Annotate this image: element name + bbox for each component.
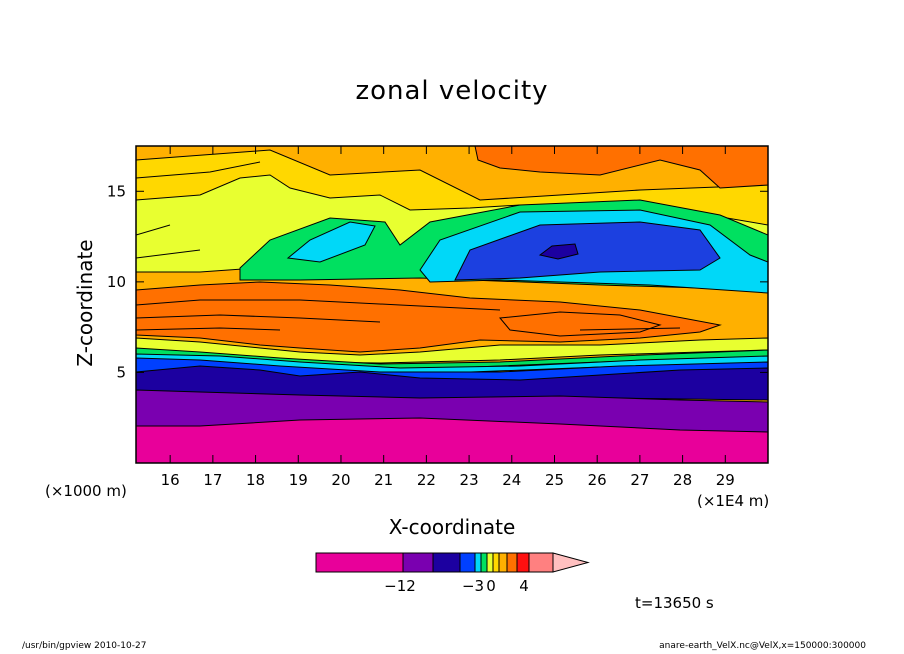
colorbar-segment bbox=[474, 552, 482, 573]
y-axis-unit: (×1000 m) bbox=[45, 482, 127, 500]
colorbar-tick-label: −12 bbox=[384, 577, 416, 595]
colorbar-segment bbox=[498, 552, 508, 573]
colorbar-segment bbox=[315, 552, 404, 573]
colorbar-segment bbox=[516, 552, 530, 573]
colorbar-segment bbox=[459, 552, 476, 573]
colorbar-arrow bbox=[552, 552, 590, 573]
x-tick-label: 16 bbox=[161, 471, 180, 489]
x-tick-label: 20 bbox=[331, 471, 350, 489]
x-tick-label: 28 bbox=[673, 471, 692, 489]
x-tick-label: 26 bbox=[588, 471, 607, 489]
colorbar-tick-label: −3 bbox=[462, 577, 484, 595]
chart-title: zonal velocity bbox=[355, 76, 549, 106]
colorbar-segment bbox=[492, 552, 500, 573]
colorbar-tick-label: 0 bbox=[486, 577, 496, 595]
colorbar-segment bbox=[528, 552, 554, 573]
region-cyan-patch bbox=[286, 221, 376, 263]
x-axis-unit: (×1E4 m) bbox=[697, 492, 770, 510]
region-darkblue-core bbox=[538, 243, 579, 260]
colorbar-segment bbox=[432, 552, 461, 573]
y-tick-label: 5 bbox=[116, 363, 126, 381]
colorbar-segment bbox=[486, 552, 494, 573]
colorbar-segment bbox=[402, 552, 434, 573]
region-magenta bbox=[136, 417, 768, 463]
y-ticks: 5 10 15 bbox=[107, 182, 768, 381]
contour-field bbox=[136, 146, 768, 463]
x-tick-label: 23 bbox=[460, 471, 479, 489]
x-tick-label: 21 bbox=[374, 471, 393, 489]
x-tick-label: 22 bbox=[417, 471, 436, 489]
x-tick-label: 24 bbox=[502, 471, 521, 489]
x-ticks: 16 17 18 19 20 21 22 23 24 25 26 27 28 29 bbox=[161, 146, 735, 489]
contour-lines bbox=[136, 161, 681, 331]
footer-program: /usr/bin/gpview 2010-10-27 bbox=[22, 641, 147, 651]
x-tick-label: 18 bbox=[246, 471, 265, 489]
footer-source: anare-earth_VelX.nc@VelX,x=150000:300000 bbox=[659, 641, 866, 651]
x-tick-label: 25 bbox=[545, 471, 564, 489]
time-label: t=13650 s bbox=[635, 594, 714, 612]
colorbar-segment bbox=[506, 552, 518, 573]
region-blue-core bbox=[454, 221, 721, 281]
x-axis-label: X-coordinate bbox=[388, 515, 516, 539]
x-tick-label: 27 bbox=[630, 471, 649, 489]
x-tick-label: 19 bbox=[289, 471, 308, 489]
x-tick-label: 17 bbox=[203, 471, 222, 489]
region-orange-topright bbox=[474, 146, 768, 189]
colorbar-tick-label: 4 bbox=[519, 577, 529, 595]
colorbar-segment bbox=[480, 552, 488, 573]
y-tick-label: 15 bbox=[107, 182, 126, 200]
colorbar: −12 −3 0 4 bbox=[315, 552, 590, 595]
plot-frame bbox=[135, 145, 769, 464]
y-tick-label: 10 bbox=[107, 273, 126, 291]
x-tick-label: 29 bbox=[716, 471, 735, 489]
